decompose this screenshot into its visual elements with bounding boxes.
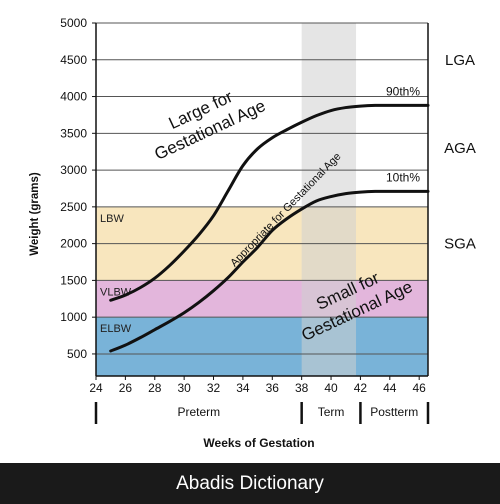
y-tick-label: 3500	[60, 126, 87, 140]
series-label-90th: 90th%	[386, 84, 420, 98]
x-tick-label: 38	[295, 381, 309, 395]
series-layer: 90th% 10th%	[109, 84, 430, 353]
x-tick-label: 34	[236, 381, 250, 395]
period-label-postterm: Postterm	[370, 405, 418, 419]
band-label-layer: LBW VLBW ELBW	[100, 213, 132, 335]
x-tick-label: 26	[119, 381, 133, 395]
y-tick-label: 1500	[60, 273, 87, 287]
y-axis-label: Weight (grams)	[29, 172, 41, 256]
x-tick-label: 28	[148, 381, 162, 395]
band-vlbw	[96, 280, 428, 318]
band-elbw	[96, 317, 428, 376]
y-tick-label: 5000	[60, 16, 87, 30]
x-tick-label: 24	[89, 381, 103, 395]
y-tick-label: 3000	[60, 163, 87, 177]
x-axis-label: Weeks of Gestation	[203, 436, 314, 450]
right-label-lga: LGA	[445, 52, 475, 69]
footer-bar: Abadis Dictionary	[0, 463, 500, 504]
band-label-vlbw: VLBW	[100, 286, 132, 298]
band-label-elbw: ELBW	[100, 323, 132, 335]
y-tick-label: 4000	[60, 90, 87, 104]
background-layer	[96, 23, 428, 376]
y-tick-label: 2500	[60, 200, 87, 214]
footer-text: Abadis Dictionary	[176, 472, 324, 494]
right-label-aga: AGA	[444, 140, 476, 157]
series-label-10th: 10th%	[386, 170, 420, 184]
region-label-large: Large forGestational Age	[142, 76, 268, 164]
y-tick-label: 1000	[60, 310, 87, 324]
y-tick-label: 2000	[60, 237, 87, 251]
x-tick-label: 32	[207, 381, 221, 395]
x-tick-label: 42	[354, 381, 368, 395]
x-tick-label: 46	[413, 381, 427, 395]
axis-layer: 500 1000 1500 2000 2500 3000 3500 4000 4500 5000 2…	[60, 16, 430, 424]
y-tick-label: 500	[67, 347, 87, 361]
gestational-weight-chart: LBW VLBW ELBW 90th% 10th% 500 1000 1500 2000 25…	[29, 16, 476, 450]
band-label-lbw: LBW	[100, 213, 124, 225]
period-label-preterm: Preterm	[177, 405, 220, 419]
period-label-term: Term	[318, 405, 345, 419]
series-line-10th	[109, 189, 430, 353]
x-tick-label: 44	[383, 381, 397, 395]
x-tick-label: 36	[266, 381, 280, 395]
x-tick-label: 40	[324, 381, 338, 395]
y-tick-label: 4500	[60, 53, 87, 67]
x-tick-label: 30	[177, 381, 191, 395]
right-label-sga: SGA	[444, 236, 476, 253]
series-line-90th	[109, 103, 430, 302]
